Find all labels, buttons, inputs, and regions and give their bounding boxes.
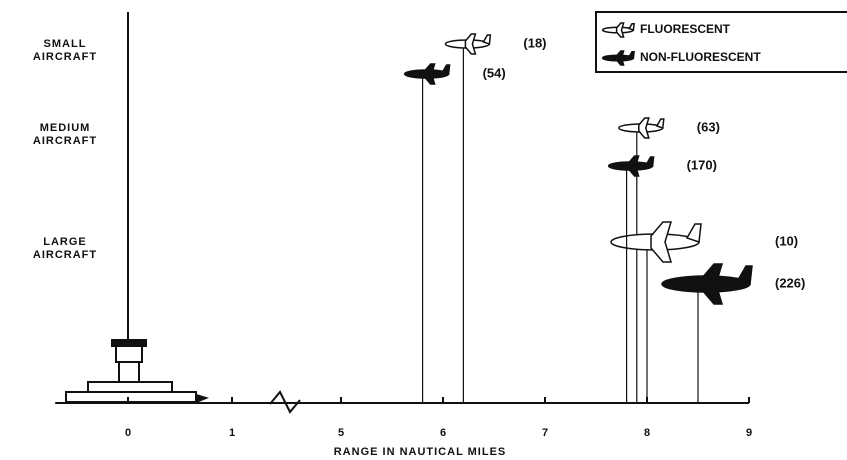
tail [738, 266, 752, 284]
aircraft-icon [611, 222, 701, 262]
count-label: (170) [687, 157, 717, 172]
tail [647, 157, 654, 166]
aircraft-icon [662, 264, 752, 304]
x-axis-label: RANGE IN NAUTICAL MILES [334, 446, 507, 458]
count-label: (226) [775, 275, 805, 290]
legend-icon [603, 51, 635, 65]
x-tick-label: 0 [125, 427, 131, 439]
category-label: LARGE AIRCRAFT [10, 236, 120, 262]
x-tick-label: 1 [229, 427, 235, 439]
chart: RANGE IN NAUTICAL MILES 0 1 5 6 7 8 9 (18) (63) (… [0, 0, 847, 460]
tail [629, 52, 634, 58]
control-tower [66, 340, 206, 402]
category-label: SMALL AIRCRAFT [10, 38, 120, 64]
legend-label: NON-FLUORESCENT [640, 50, 761, 64]
aircraft-icon [609, 156, 654, 176]
category-label: MEDIUM AIRCRAFT [10, 122, 120, 148]
count-label: (63) [697, 119, 720, 134]
legend-label: FLUORESCENT [640, 22, 731, 36]
x-tick-label: 7 [542, 427, 548, 439]
x-tick-label: 8 [644, 427, 650, 439]
tail [483, 35, 490, 44]
count-label: (54) [483, 65, 506, 80]
tail [687, 224, 701, 242]
count-label: (10) [775, 233, 798, 248]
x-tick-label: 5 [338, 427, 344, 439]
tail [443, 65, 450, 74]
x-tick-label: 6 [440, 427, 446, 439]
tail [629, 24, 634, 30]
count-label: (18) [523, 35, 546, 50]
legend-icon [603, 23, 635, 37]
chart-canvas: RANGE IN NAUTICAL MILES 0 1 5 6 7 8 9 (18) (63) (… [0, 0, 847, 460]
aircraft-icon [405, 64, 450, 84]
aircraft-icon [619, 118, 664, 138]
aircraft-icon [445, 34, 490, 54]
x-tick-label: 9 [746, 427, 752, 439]
tail [657, 119, 664, 128]
